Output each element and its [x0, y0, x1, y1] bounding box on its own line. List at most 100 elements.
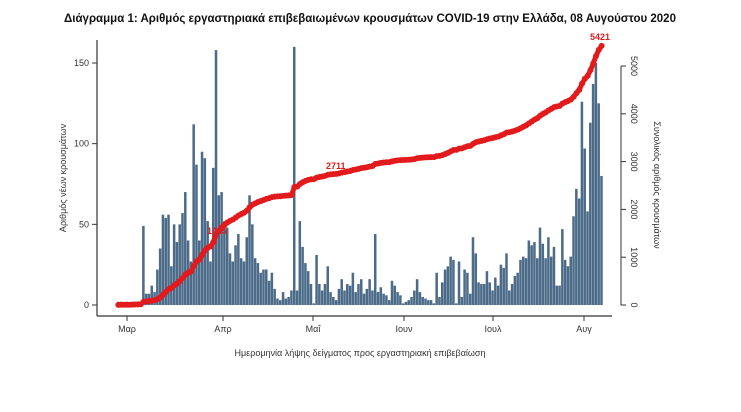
bar [572, 216, 575, 305]
bar [541, 243, 545, 305]
cumulative-label-3: 5421 [590, 32, 610, 42]
bar [591, 83, 595, 306]
cumulative-point [590, 60, 597, 67]
bar [491, 290, 494, 305]
bar [432, 303, 436, 305]
bar [351, 272, 355, 305]
y2-axis-label: Συνολικός αριθμός κρουσμάτων [652, 121, 662, 249]
cumulative-point [593, 53, 600, 60]
bar [466, 272, 469, 305]
bar [220, 192, 223, 305]
bar [547, 237, 550, 305]
bar [234, 245, 237, 305]
bar [586, 211, 589, 305]
bar [178, 224, 181, 305]
bar [332, 296, 335, 305]
bar [480, 284, 483, 305]
bar [510, 284, 514, 305]
bar [223, 221, 226, 305]
bar [340, 279, 343, 305]
bar [597, 103, 600, 305]
bar [301, 246, 304, 305]
cumulative-point [188, 268, 195, 275]
bar [287, 296, 290, 305]
bar [279, 300, 282, 305]
bar [298, 221, 302, 305]
bar [290, 290, 293, 305]
bar [379, 287, 383, 305]
bar [404, 301, 408, 305]
bar [368, 279, 371, 305]
y2-tick-label: 2000 [629, 199, 639, 219]
bar [281, 292, 285, 305]
x-tick-label: Αυγ [576, 324, 592, 334]
bar [446, 266, 450, 305]
bar [203, 158, 207, 305]
bar [161, 214, 165, 305]
cumulative-point [584, 72, 591, 79]
bar [600, 175, 603, 305]
cumulative-label-2: 2711 [326, 161, 346, 171]
bar [438, 296, 441, 305]
bar [474, 253, 478, 305]
bar [357, 284, 360, 305]
bar [561, 229, 564, 305]
bar [494, 277, 497, 305]
bar [488, 282, 491, 305]
bar [468, 293, 472, 305]
bar [237, 234, 240, 305]
y2-tick-label: 3000 [629, 152, 639, 172]
y2-tick-label: 0 [629, 302, 639, 307]
bar [295, 290, 299, 305]
bar [524, 258, 528, 305]
bar [443, 269, 447, 305]
bar [583, 148, 586, 305]
bar [253, 258, 257, 305]
bar [427, 300, 430, 305]
bar [189, 261, 193, 305]
bar [158, 248, 162, 305]
y-axis-label: Αριθμός νέων κρουσμάτων [58, 123, 68, 232]
bar [371, 290, 374, 305]
bar [519, 259, 522, 305]
y-tick-label: 50 [79, 219, 89, 229]
bar [312, 303, 316, 305]
bar [334, 300, 338, 305]
bar [413, 290, 416, 305]
bar [390, 280, 394, 305]
bar [192, 124, 195, 305]
bar [362, 293, 366, 305]
bar [273, 288, 276, 305]
bar [418, 292, 422, 305]
cumulative-point [196, 256, 203, 263]
cumulative-point [587, 67, 594, 74]
bar [318, 284, 321, 305]
bar [267, 280, 271, 305]
bar [502, 267, 505, 305]
bar [251, 224, 254, 305]
bar [245, 237, 248, 305]
bar [555, 285, 559, 305]
bar [533, 242, 536, 305]
bars-group [117, 46, 603, 306]
x-tick-label: Ιουν [396, 324, 413, 334]
bar [239, 258, 243, 305]
bar [452, 259, 455, 305]
bar [538, 227, 542, 305]
bar [225, 227, 229, 305]
bar [482, 284, 486, 305]
bar [228, 253, 232, 305]
bar [181, 213, 184, 305]
bar [399, 295, 402, 305]
bar [549, 256, 553, 305]
bar [315, 254, 318, 305]
bar [441, 282, 444, 305]
cumulative-point [190, 262, 197, 269]
bar [401, 303, 405, 305]
bar [454, 303, 458, 305]
bar [505, 253, 508, 305]
bar [575, 188, 578, 305]
bar [396, 292, 399, 305]
cumulative-point [288, 191, 295, 198]
